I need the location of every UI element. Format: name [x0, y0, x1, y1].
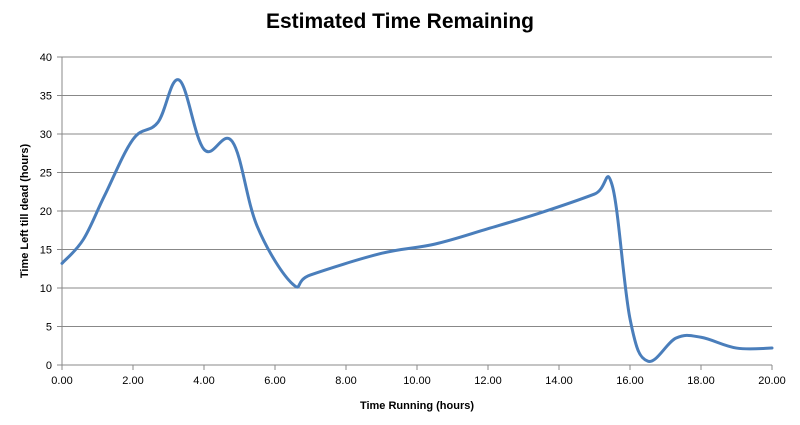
y-tick-label-1: 5	[46, 322, 52, 334]
x-axis-label: Time Running (hours)	[360, 400, 474, 412]
y-tick-labels: 0 5 10 15 20 25 30 35 40	[40, 52, 52, 372]
y-tick-label-0: 0	[46, 360, 52, 372]
y-axis-label: Time Left till dead (hours)	[19, 144, 31, 279]
x-tick-label-2: 4.00	[193, 375, 214, 387]
y-tick-label-5: 25	[40, 168, 52, 180]
x-tick-label-4: 8.00	[335, 375, 356, 387]
x-tick-label-9: 18.00	[687, 375, 715, 387]
chart-title: Estimated Time Remaining	[265, 10, 535, 33]
series-layer	[60, 78, 774, 363]
series-line-0	[60, 78, 774, 363]
x-tick-labels: 0.00 2.00 4.00 6.00 8.00 10.00 12.00 14.00 16.00…	[51, 375, 785, 387]
y-tick-label-3: 15	[40, 245, 52, 257]
x-tick-label-6: 12.00	[474, 375, 502, 387]
x-tick-label-8: 16.00	[616, 375, 644, 387]
y-tick-label-8: 40	[40, 52, 52, 64]
x-tick-label-0: 0.00	[51, 375, 72, 387]
y-tick-label-4: 20	[40, 206, 52, 218]
x-tick-label-3: 6.00	[264, 375, 285, 387]
y-tick-label-6: 30	[40, 129, 52, 141]
y-tick-label-7: 35	[40, 91, 52, 103]
x-tick-label-1: 2.00	[122, 375, 143, 387]
x-tick-label-7: 14.00	[545, 375, 573, 387]
x-tick-label-5: 10.00	[403, 375, 431, 387]
gridlines	[62, 56, 772, 327]
y-tick-label-2: 10	[40, 283, 52, 295]
axes	[57, 56, 773, 370]
x-tick-label-10: 20.00	[758, 375, 786, 387]
